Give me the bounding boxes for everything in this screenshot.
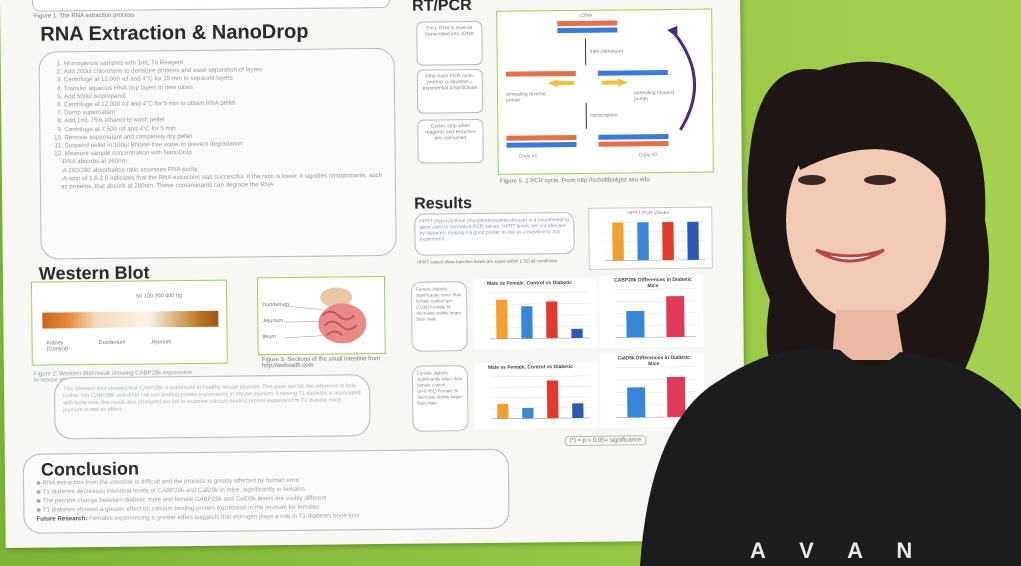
chart-2-gridline (615, 288, 696, 290)
rna-steps-list: Homogenize samples with 1mL Tri ReagentA… (50, 57, 385, 159)
chart-0-bar-2 (637, 222, 649, 261)
pcr-copy2-label: Copy #2 (638, 152, 658, 159)
wb-size-labels: 50 100 200 400 ng (136, 293, 183, 300)
gut-label-ileum: Ileum (262, 334, 277, 341)
significance-note: (*) = p < 0.05= significance (564, 435, 647, 447)
chart-3-bar-3 (546, 380, 559, 419)
rt-step-3: Cycles stop when reagents and enzymes ar… (417, 118, 484, 164)
pcr-reverse-label: annealing reverse primer (505, 91, 546, 104)
future-research-text: Females experiencing a greater effect su… (89, 512, 360, 523)
cald-sex-chart: Male vs Female, Control vs Diabetic (473, 361, 599, 430)
gut-label-jejunum: Jejunum (262, 318, 284, 325)
cabp-sex-chart: Male vs Female, Control vs Diabetic (472, 277, 598, 350)
chart-0-bar-1 (612, 222, 624, 261)
western-blot-text: This Western Blot showed that CABP28k is… (53, 374, 371, 440)
chart-3-bar-2 (522, 407, 534, 419)
pcr-cdna-label: cDNA (579, 12, 593, 19)
cabp-sex-chart-svg (489, 291, 590, 340)
cald-diff-chart-title: CalD9k Differences in Diabetic Mice (617, 354, 690, 368)
figure-3-caption: Figure 3. Sections of the small intestin… (261, 356, 381, 370)
pellet-label: pellet (367, 0, 381, 1)
chart-1-bar-2 (521, 306, 533, 339)
western-blot-band (42, 310, 219, 329)
chart-1-bar-4 (571, 328, 583, 339)
chart-2-bar-2 (666, 296, 685, 338)
figure-1-caption: Figure 1. The RNA extraction process (34, 12, 135, 20)
conclusion-title: Conclusion (40, 458, 140, 480)
hprt-note: HPRT values show baseline levels are equ… (416, 258, 557, 265)
chart-3-gridline (490, 396, 591, 399)
wb-duodenum-label: Duodenum (98, 339, 126, 346)
conclusion-list: ◆ RNA extraction from the intestine is d… (36, 474, 496, 515)
rna-substep-3: -A ratio of 1.6-2.0 indicates that the R… (60, 171, 383, 191)
pcr-diagram: cDNA melt (denature) annealing reverse p… (496, 8, 714, 175)
rna-substeps: -RNA absorbs at 260nm -A 260/280 absorban… (51, 155, 385, 191)
wb-kidney-label: Kidney (Control) (46, 340, 69, 353)
hprt-chart-svg (605, 221, 706, 261)
hprt-chart: HPRT PCR Values (588, 206, 713, 270)
rtpcr-title: RT/PCR (411, 0, 472, 15)
chart-3-bar-1 (497, 403, 509, 419)
rt-step-2: After each PCR cycle, product is doubled… (416, 68, 484, 114)
cald-diff-chart: CalD9k Differences in Diabetic Mice (599, 352, 705, 428)
stomach-shape (320, 287, 353, 308)
future-research-label: Future Research: (36, 515, 88, 523)
top-figure-box: pellet (31, 0, 391, 12)
pcr-transcription-label: transcription (590, 112, 618, 119)
cabp-diff-chart-svg (615, 288, 696, 338)
cabp-sex-chart-title: Male vs Female, Control vs Diabetic (486, 280, 573, 287)
chart-3-gridline (490, 386, 591, 388)
wb-jejunum-label: Jejunum (150, 339, 172, 346)
intestine-figure: Duodenum Jejunum Ileum (256, 275, 386, 356)
pcr-forward-label: annealing forward primer (633, 89, 674, 103)
hprt-chart-title: HPRT PCR Values (627, 210, 669, 217)
chart-1-gridline (489, 291, 590, 294)
chart-2-bar-1 (626, 310, 645, 338)
rt-step-1: First, RNA is reverse transcribed into c… (416, 20, 483, 66)
intestine-loops (321, 310, 358, 337)
pcr-diagram-svg (505, 20, 697, 148)
cabp-diff-chart-title: CABP28k Differences in Diabetic Mice (614, 276, 692, 290)
chart-4-bar-1 (627, 387, 646, 418)
pcr-melt-label: melt (denature) (589, 48, 624, 55)
results-title: Results (414, 195, 473, 213)
figure-5-caption: Figure 5. 1 PCR cycle. From http://schol… (499, 177, 650, 185)
cald-sex-chart-svg (489, 375, 591, 420)
female-note-1: Female diabetic significantly lower than… (410, 281, 468, 352)
hprt-description: HPRT (hypoxanthine phosphoribosyltransfe… (414, 211, 575, 256)
chart-1-bar-3 (546, 301, 558, 339)
chart-3-bar-4 (572, 403, 584, 419)
pcr-copy1-label: Copy #1 (518, 153, 538, 160)
gut-label-duodenum: Duodenum (262, 301, 290, 309)
intestine-drawing (284, 287, 367, 344)
chart-1-bar-1 (496, 299, 508, 339)
western-blot-figure: 50 100 200 400 ng Kidney (Control) Duode… (30, 279, 228, 366)
chart-0-bar-3 (662, 221, 674, 261)
cald-sex-chart-title: Male vs Female, Control vs Diabetic (487, 364, 573, 371)
chart-0-bar-4 (687, 221, 699, 260)
rna-section-title: RNA Extraction & NanoDrop (40, 20, 309, 46)
research-poster: pellet Figure 1. The RNA extraction proc… (0, 0, 746, 548)
female-note-2: Female diabetic significantly lower than… (411, 365, 469, 432)
rna-steps-box: Homogenize samples with 1mL Tri ReagentA… (38, 47, 397, 260)
chart-4-bar-2 (666, 376, 686, 418)
chart-3-gridline (489, 375, 590, 378)
cabp-diff-chart: CABP28k Differences in Diabetic Mice (598, 274, 704, 348)
